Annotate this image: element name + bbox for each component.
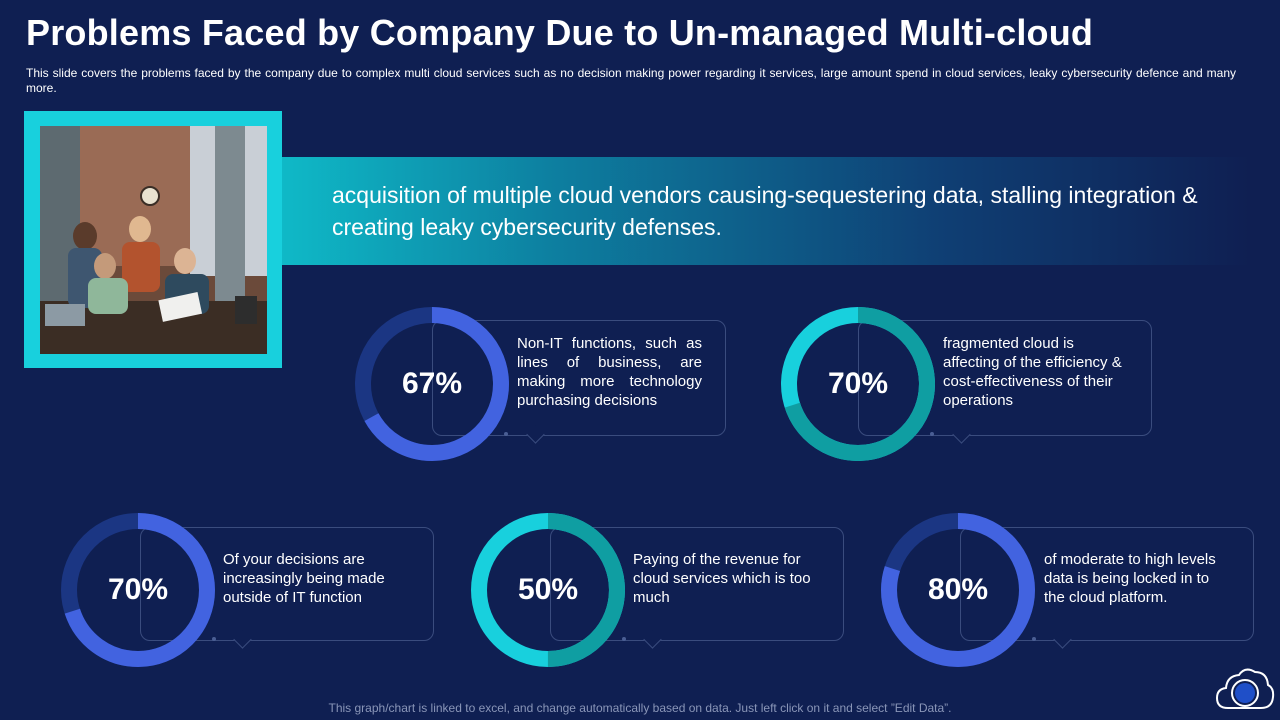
stat-description: of moderate to high levels data is being…: [1044, 551, 1216, 606]
donut-value-arc: [881, 513, 1035, 667]
callout-box: [858, 320, 1152, 436]
donut-value-arc: [781, 307, 935, 461]
stat-value: 70%: [827, 367, 889, 400]
footnote: This graph/chart is linked to excel, and…: [328, 701, 952, 715]
stat-card-1: Non-IT functions, such as lines of busin…: [354, 306, 726, 464]
callout-dot: [622, 637, 626, 641]
donut-chart: 70%: [780, 306, 936, 462]
stat-value: 70%: [107, 573, 169, 606]
donut-chart: 50%: [470, 512, 626, 668]
stat-description: Non-IT functions, such as lines of busin…: [517, 335, 702, 409]
callout-box: [960, 527, 1254, 641]
stat-value: 67%: [401, 367, 463, 400]
stat-card-2: fragmented cloud is affecting of the eff…: [780, 306, 1152, 464]
team-photo: [40, 126, 267, 354]
stat-description: Of your decisions are increasingly being…: [223, 551, 385, 606]
callout-dot: [930, 432, 934, 436]
donut-chart: 67%: [354, 306, 510, 462]
callout-box: [550, 527, 844, 641]
cloud-logo-icon: [1214, 664, 1276, 719]
stat-value: 80%: [927, 573, 989, 606]
donut-chart: 80%: [880, 512, 1036, 668]
donut-value-arc: [61, 513, 215, 667]
stat-value: 50%: [517, 573, 579, 606]
page-subtitle: This slide covers the problems faced by …: [26, 66, 1236, 95]
callout-dot: [1032, 637, 1036, 641]
stat-card-3: Of your decisions are increasingly being…: [60, 512, 434, 670]
donut-value-arc: [355, 307, 509, 461]
callout-dot: [504, 432, 508, 436]
callout-box: [140, 527, 434, 641]
page-title: Problems Faced by Company Due to Un-mana…: [26, 12, 1094, 53]
stat-description: Paying of the revenue for cloud services…: [633, 551, 811, 606]
stat-card-5: of moderate to high levels data is being…: [880, 512, 1254, 670]
donut-value-arc: [471, 513, 625, 667]
donut-chart: 70%: [60, 512, 216, 668]
photo-frame: [24, 111, 282, 368]
banner-text: acquisition of multiple cloud vendors ca…: [332, 182, 1198, 240]
stat-description: fragmented cloud is affecting of the eff…: [943, 335, 1122, 409]
highlight-banner: acquisition of multiple cloud vendors ca…: [282, 157, 1250, 265]
stat-card-4: Paying of the revenue for cloud services…: [470, 512, 844, 670]
callout-dot: [212, 637, 216, 641]
callout-box: [432, 320, 726, 436]
